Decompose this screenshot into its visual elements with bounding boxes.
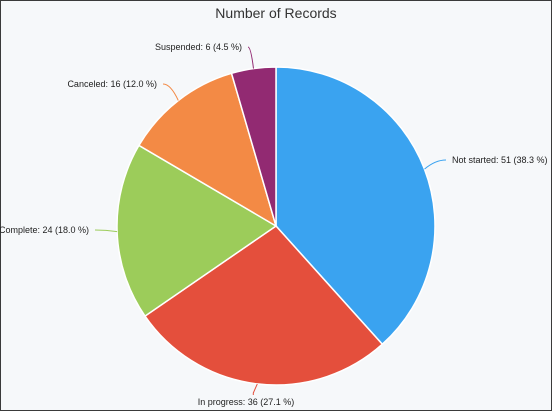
- slice-label-not-started: Not started: 51 (38.3 %): [452, 155, 548, 165]
- pie-slice-suspended[interactable]: [230, 66, 277, 227]
- slice-labels: Not started: 51 (38.3 %) In progress: 36 …: [0, 42, 548, 407]
- chart-title: Number of Records: [215, 5, 336, 21]
- pie-slice-complete[interactable]: [116, 144, 278, 318]
- leader-line-not-started: [424, 159, 447, 170]
- pie-slices: [116, 66, 436, 386]
- leader-line-canceled: [162, 83, 179, 101]
- pie-slice-canceled[interactable]: [137, 72, 278, 228]
- slice-label-suspended: Suspended: 6 (4.5 %): [155, 42, 242, 52]
- slice-label-complete: Complete: 24 (18.0 %): [0, 225, 89, 235]
- leader-line-in-progress: [252, 383, 258, 395]
- slice-label-in-progress: In progress: 36 (27.1 %): [198, 397, 295, 407]
- pie-slice-not-started[interactable]: [275, 66, 436, 346]
- leader-line-complete: [94, 229, 118, 233]
- leader-line-suspended: [247, 46, 254, 69]
- slice-label-canceled: Canceled: 16 (12.0 %): [67, 79, 157, 89]
- leader-lines: [94, 46, 447, 395]
